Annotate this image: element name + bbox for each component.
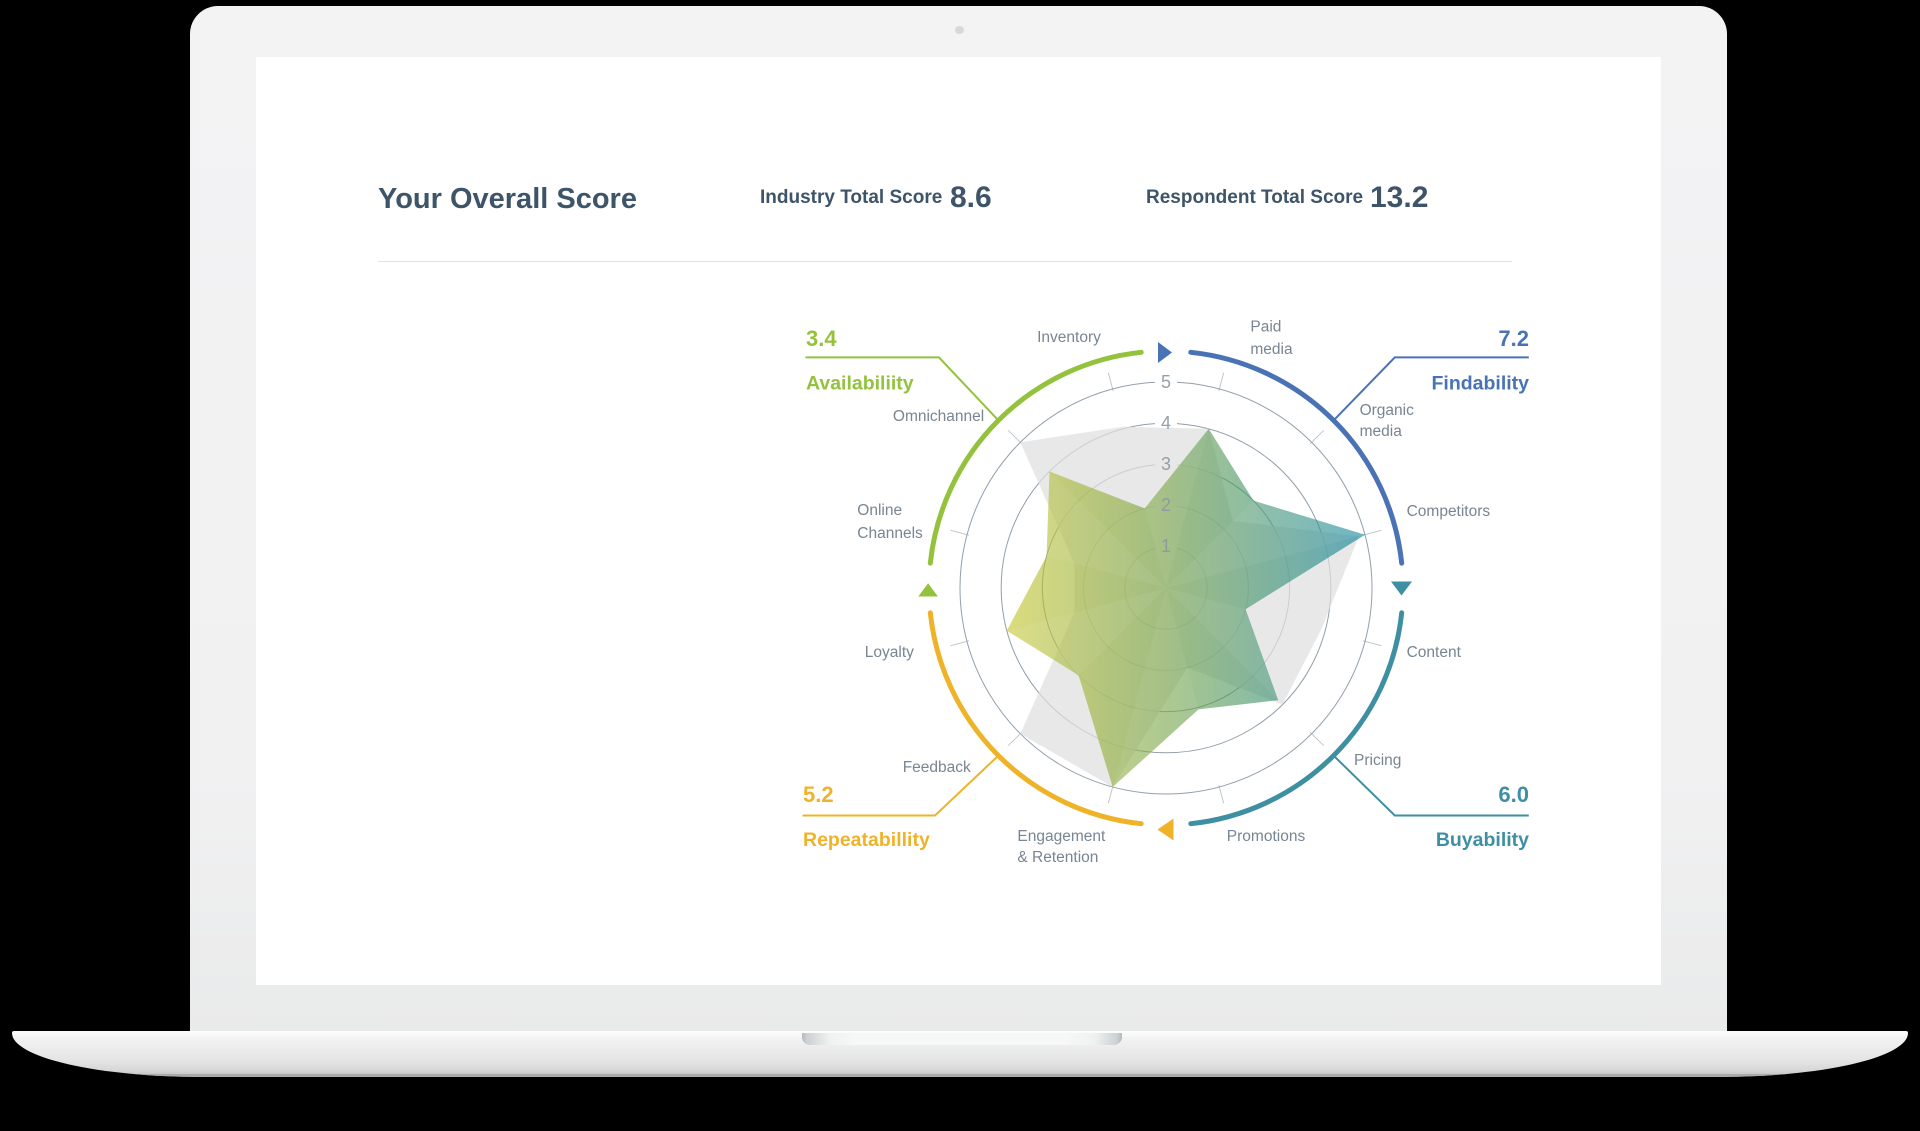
svg-text:2: 2 (1161, 495, 1171, 515)
svg-text:5.2: 5.2 (803, 782, 834, 807)
svg-text:Feedback: Feedback (903, 759, 971, 776)
svg-text:3: 3 (1161, 454, 1171, 474)
svg-text:Findability: Findability (1432, 373, 1530, 395)
svg-text:Pricing: Pricing (1354, 752, 1401, 769)
svg-text:media: media (1250, 341, 1293, 358)
svg-text:Inventory: Inventory (1037, 329, 1101, 346)
svg-text:5: 5 (1161, 372, 1171, 392)
svg-text:Repeatabillity: Repeatabillity (803, 829, 930, 851)
svg-text:Loyalty: Loyalty (865, 644, 914, 661)
svg-text:Online: Online (857, 502, 902, 519)
svg-text:Buyability: Buyability (1436, 829, 1529, 851)
svg-text:Omnichannel: Omnichannel (893, 408, 984, 425)
svg-text:3.4: 3.4 (806, 326, 837, 351)
svg-text:Engagement: Engagement (1017, 828, 1106, 845)
svg-text:Promotions: Promotions (1227, 828, 1306, 845)
svg-text:1: 1 (1161, 536, 1171, 556)
svg-text:Paid: Paid (1250, 319, 1281, 336)
svg-text:6.0: 6.0 (1498, 782, 1529, 807)
svg-text:4: 4 (1161, 413, 1171, 433)
svg-text:7.2: 7.2 (1498, 326, 1529, 351)
svg-text:Availabiliity: Availabiliity (806, 373, 914, 395)
svg-text:Organic: Organic (1360, 402, 1415, 419)
svg-text:media: media (1360, 423, 1403, 440)
svg-text:Channels: Channels (857, 525, 923, 542)
svg-text:Competitors: Competitors (1407, 503, 1491, 520)
svg-text:Content: Content (1407, 644, 1462, 661)
svg-text:& Retention: & Retention (1017, 849, 1098, 866)
